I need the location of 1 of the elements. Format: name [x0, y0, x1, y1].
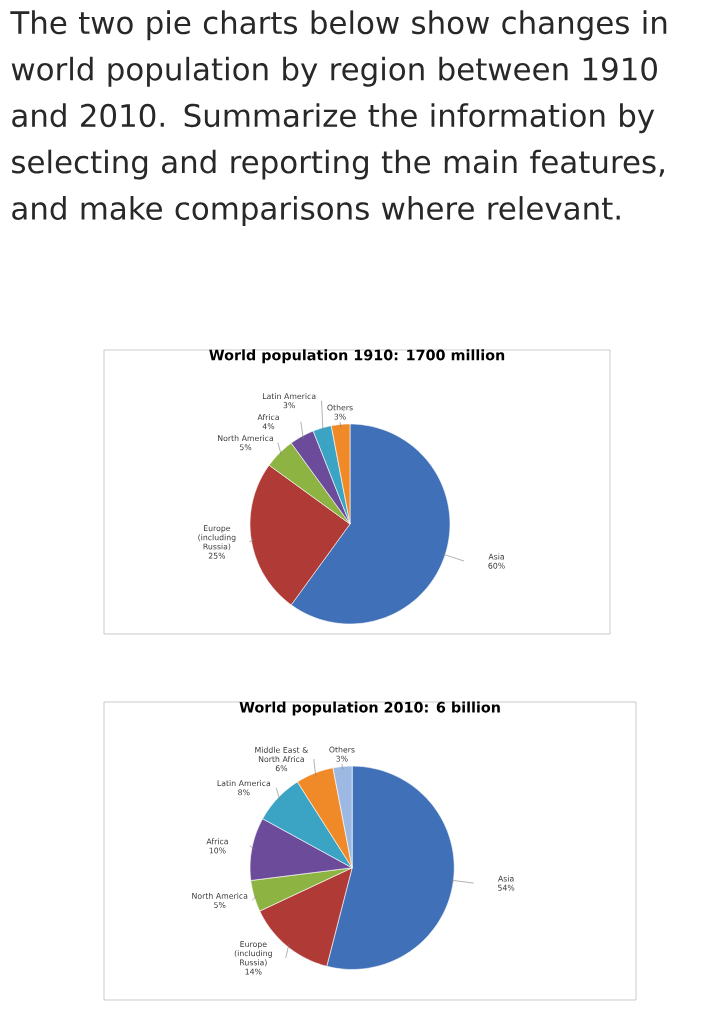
text: The two pie charts below show changes in world population by region between 1910 and 2010. Summarize the information by selecting and reporting the main features, and make comparisons where relevant. — [10, 10, 667, 226]
